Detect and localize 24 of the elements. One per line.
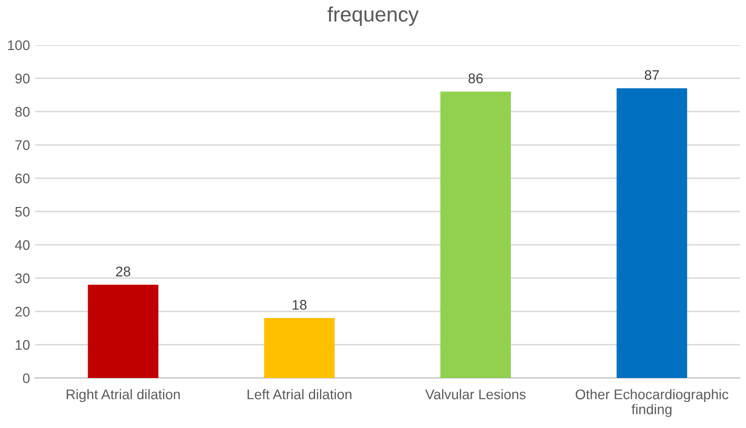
x-tick-label: Right Atrial dilation — [66, 389, 180, 402]
bar — [88, 284, 158, 378]
chart-title: frequency — [328, 6, 419, 26]
data-label: 28 — [116, 266, 130, 276]
y-tick-label: 0 — [22, 373, 30, 384]
y-tick-label: 80 — [15, 106, 30, 117]
x-tick-label: Other Echocardiographic finding — [576, 389, 728, 418]
y-tick-label: 20 — [15, 306, 30, 317]
data-label: 18 — [292, 300, 306, 310]
data-label: 87 — [644, 70, 659, 80]
y-tick-label: 40 — [15, 240, 30, 250]
y-tick-label: 60 — [15, 174, 30, 184]
y-tick-label: 100 — [8, 40, 30, 50]
y-tick-label: 10 — [16, 340, 30, 350]
y-tick-label: 30 — [15, 273, 30, 284]
bar — [440, 92, 511, 378]
y-tick-label: 90 — [15, 74, 30, 84]
y-tick-label: 50 — [15, 206, 30, 217]
x-tick-label: Valvular Lesions — [425, 389, 526, 400]
y-tick-label: 70 — [15, 140, 30, 150]
x-tick-label: Left Atrial dilation — [248, 389, 352, 400]
bar — [616, 88, 688, 378]
bar — [264, 318, 335, 378]
data-label: 86 — [468, 73, 483, 84]
